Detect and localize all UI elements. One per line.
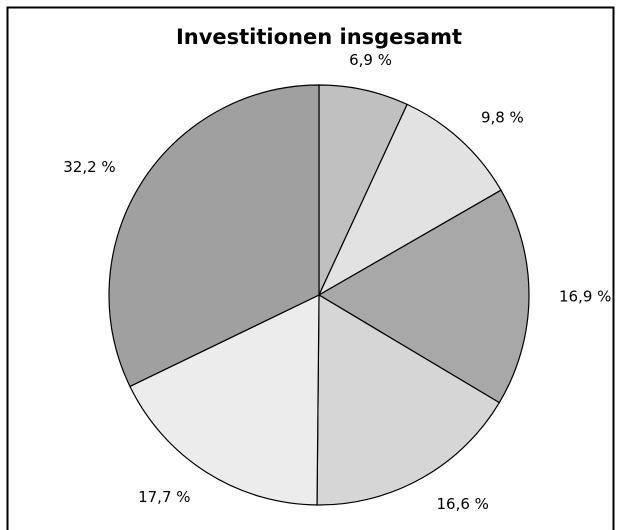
data-label: 17,7 %: [138, 488, 190, 506]
chart-title: Investitionen insgesamt: [176, 25, 462, 49]
data-label: 32,2 %: [63, 158, 115, 176]
pie-slice: [316, 293, 501, 506]
pie-slice: [129, 294, 320, 506]
data-label: 16,6 %: [436, 495, 488, 513]
data-label: 6,9 %: [349, 51, 392, 69]
data-label: 9,8 %: [481, 108, 524, 126]
data-label: 16,9 %: [559, 287, 611, 305]
pie-slice: [317, 189, 530, 404]
pie-slice: [108, 84, 320, 388]
pie-slice: [317, 103, 502, 297]
